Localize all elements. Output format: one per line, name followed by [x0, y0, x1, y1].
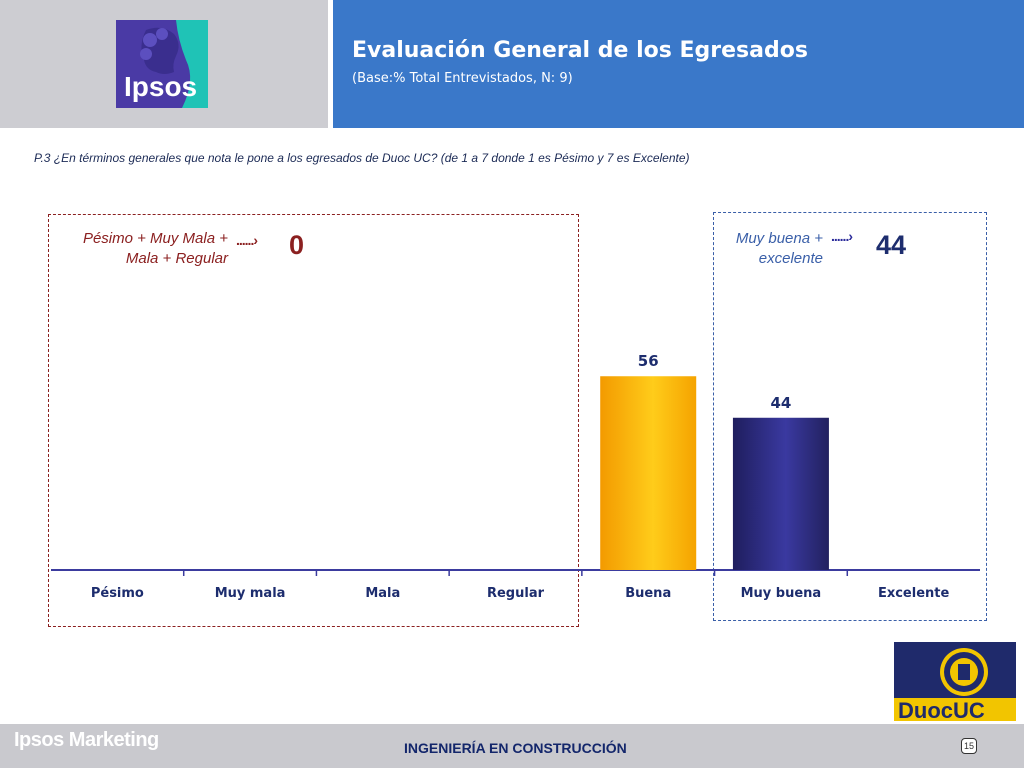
- page-subtitle: (Base:% Total Entrevistados, N: 9): [352, 71, 573, 86]
- positive-group-box: [713, 212, 987, 621]
- negative-group-label: Pésimo + Muy Mala + Mala + Regular: [82, 230, 228, 267]
- negative-arrow-icon: ......›: [236, 232, 258, 248]
- data-label: 56: [638, 352, 659, 370]
- negative-group-box: [48, 214, 579, 627]
- duoc-uc-logo: DuocUC: [894, 642, 1016, 721]
- footer-bar: [0, 724, 1024, 768]
- footer-brand: Ipsos Marketing: [14, 729, 159, 751]
- x-tick-label: Regular: [487, 586, 545, 601]
- data-label: 44: [770, 394, 791, 412]
- page-number: 15: [961, 738, 977, 754]
- title-panel: [333, 0, 1024, 128]
- page-title: Evaluación General de los Egresados: [352, 38, 808, 63]
- positive-arrow-icon: ......›: [831, 228, 853, 244]
- footer-program-name: INGENIERÍA EN CONSTRUCCIÓN: [404, 740, 627, 756]
- bar-buena: [600, 376, 697, 570]
- positive-group-label: Muy buena + excelente: [735, 230, 823, 267]
- ipsos-logo: Ipsos: [116, 20, 208, 108]
- x-tick-label: Muy mala: [215, 586, 286, 601]
- duoc-uc-logo-text: DuocUC: [898, 698, 985, 721]
- x-tick-label: Mala: [365, 586, 400, 601]
- survey-question: P.3 ¿En términos generales que nota le p…: [34, 151, 690, 165]
- x-tick-label: Excelente: [878, 586, 950, 601]
- negative-group-value: 0: [289, 230, 305, 260]
- x-tick-label: Muy buena: [741, 586, 822, 601]
- positive-group-value: 44: [876, 230, 907, 260]
- x-tick-label: Buena: [625, 586, 671, 601]
- ipsos-logo-text: Ipsos: [124, 71, 197, 102]
- x-tick-label: Pésimo: [91, 586, 144, 601]
- bar-muy-buena: [732, 417, 829, 570]
